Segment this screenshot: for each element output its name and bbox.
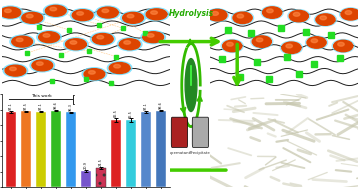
Bar (21, 112, 31, 187)
Text: Precipitate: Precipitate (190, 151, 211, 155)
Circle shape (97, 36, 104, 39)
Circle shape (0, 7, 21, 18)
Circle shape (212, 12, 219, 15)
Circle shape (39, 32, 59, 43)
Bar (6, 112, 17, 187)
Bar (111, 120, 121, 187)
Circle shape (307, 37, 326, 48)
Circle shape (256, 38, 263, 42)
Circle shape (5, 9, 11, 12)
Text: 97.1: 97.1 (144, 102, 148, 110)
Text: 97.1: 97.1 (9, 102, 13, 110)
Bar (156, 111, 166, 187)
Circle shape (341, 9, 360, 20)
Circle shape (151, 11, 157, 14)
Circle shape (208, 9, 227, 21)
Circle shape (32, 60, 53, 71)
Circle shape (237, 14, 244, 18)
Circle shape (45, 5, 66, 16)
Text: 86.5: 86.5 (114, 109, 118, 117)
Circle shape (5, 65, 26, 76)
Circle shape (66, 39, 86, 50)
Circle shape (146, 9, 167, 20)
Circle shape (334, 40, 353, 52)
Circle shape (233, 12, 252, 24)
Circle shape (98, 7, 118, 18)
Circle shape (109, 63, 130, 74)
Circle shape (293, 12, 300, 16)
Circle shape (70, 41, 77, 44)
Circle shape (123, 12, 143, 23)
Circle shape (222, 40, 242, 52)
Text: 96.3: 96.3 (69, 103, 73, 111)
Circle shape (147, 34, 154, 37)
Circle shape (10, 67, 16, 71)
Bar (51, 111, 62, 187)
Circle shape (50, 7, 57, 11)
Bar (81, 171, 91, 187)
Circle shape (77, 12, 84, 15)
Bar (141, 112, 152, 187)
Circle shape (338, 42, 344, 46)
Circle shape (185, 59, 197, 112)
Circle shape (43, 34, 50, 37)
Circle shape (12, 36, 32, 47)
Text: 20.9: 20.9 (84, 161, 88, 169)
Circle shape (227, 42, 233, 46)
FancyBboxPatch shape (192, 117, 209, 147)
Circle shape (93, 33, 113, 44)
Text: Supernatant: Supernatant (167, 151, 191, 155)
Circle shape (345, 11, 352, 15)
Text: Hydrolysis: Hydrolysis (168, 9, 213, 19)
Circle shape (16, 38, 23, 42)
Circle shape (282, 42, 301, 53)
Text: 98.6: 98.6 (54, 101, 58, 109)
Circle shape (114, 64, 121, 68)
Circle shape (289, 10, 309, 22)
Circle shape (252, 36, 271, 47)
Circle shape (320, 16, 327, 20)
Bar (126, 120, 136, 187)
Circle shape (36, 62, 43, 65)
Text: 97.5: 97.5 (24, 102, 28, 110)
Circle shape (22, 12, 42, 23)
Circle shape (124, 41, 131, 44)
Circle shape (119, 39, 140, 50)
Circle shape (262, 7, 282, 18)
Text: This work: This work (31, 94, 51, 98)
Text: 98.6: 98.6 (159, 101, 163, 109)
FancyBboxPatch shape (171, 117, 188, 147)
Text: 86.5: 86.5 (129, 110, 133, 118)
Circle shape (267, 9, 273, 13)
Text: 24.5: 24.5 (99, 158, 103, 166)
Circle shape (102, 9, 109, 12)
Bar (36, 112, 46, 187)
Text: 97.1: 97.1 (39, 102, 43, 110)
Circle shape (72, 10, 93, 21)
Circle shape (311, 39, 318, 43)
Circle shape (316, 14, 335, 25)
Circle shape (286, 44, 292, 48)
Circle shape (89, 71, 95, 74)
Bar (66, 112, 76, 187)
Circle shape (84, 69, 105, 80)
Bar (96, 168, 107, 187)
Circle shape (127, 14, 134, 18)
Circle shape (26, 14, 33, 18)
Circle shape (143, 32, 163, 43)
